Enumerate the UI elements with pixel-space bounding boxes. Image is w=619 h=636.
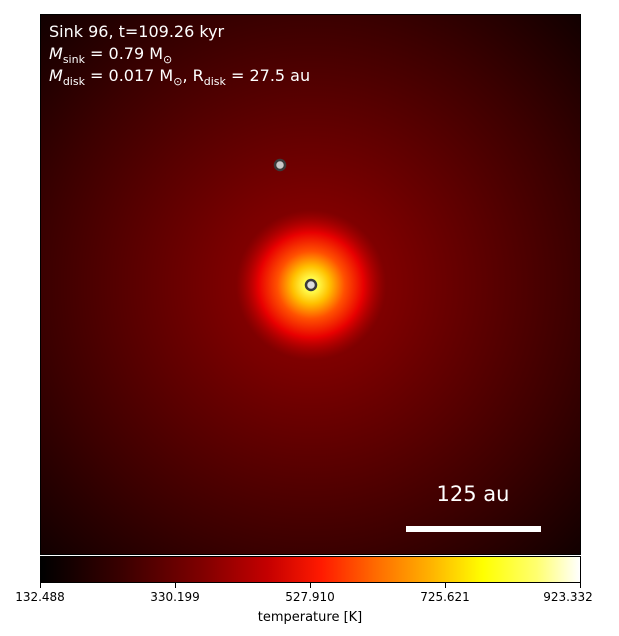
- disk-properties: Mdisk = 0.017 M⊙, Rdisk = 27.5 au: [49, 66, 311, 89]
- temperature-map: [40, 14, 581, 555]
- sink-mass: Msink = 0.79 M⊙: [49, 44, 173, 67]
- sink-marker-secondary: [273, 158, 287, 172]
- colorbar-tick-label: 330.199: [150, 590, 200, 604]
- colorbar-tick: [40, 583, 41, 588]
- sink-marker-primary: [304, 278, 318, 292]
- scale-bar-label: 125 au: [436, 482, 510, 506]
- scale-bar: [406, 526, 541, 532]
- colorbar-label: temperature [K]: [257, 610, 363, 625]
- colorbar: [40, 556, 581, 583]
- colorbar-tick: [445, 583, 446, 588]
- colorbar-tick: [580, 583, 581, 588]
- colorbar-tick-label: 725.621: [420, 590, 470, 604]
- temperature-map-image: [41, 15, 580, 554]
- colorbar-tick-label: 527.910: [285, 590, 335, 604]
- colorbar-tick-label: 923.332: [543, 590, 593, 604]
- colorbar-tick: [310, 583, 311, 588]
- sink-title: Sink 96, t=109.26 kyr: [49, 22, 225, 41]
- colorbar-tick-label: 132.488: [15, 590, 65, 604]
- colorbar-tick: [175, 583, 176, 588]
